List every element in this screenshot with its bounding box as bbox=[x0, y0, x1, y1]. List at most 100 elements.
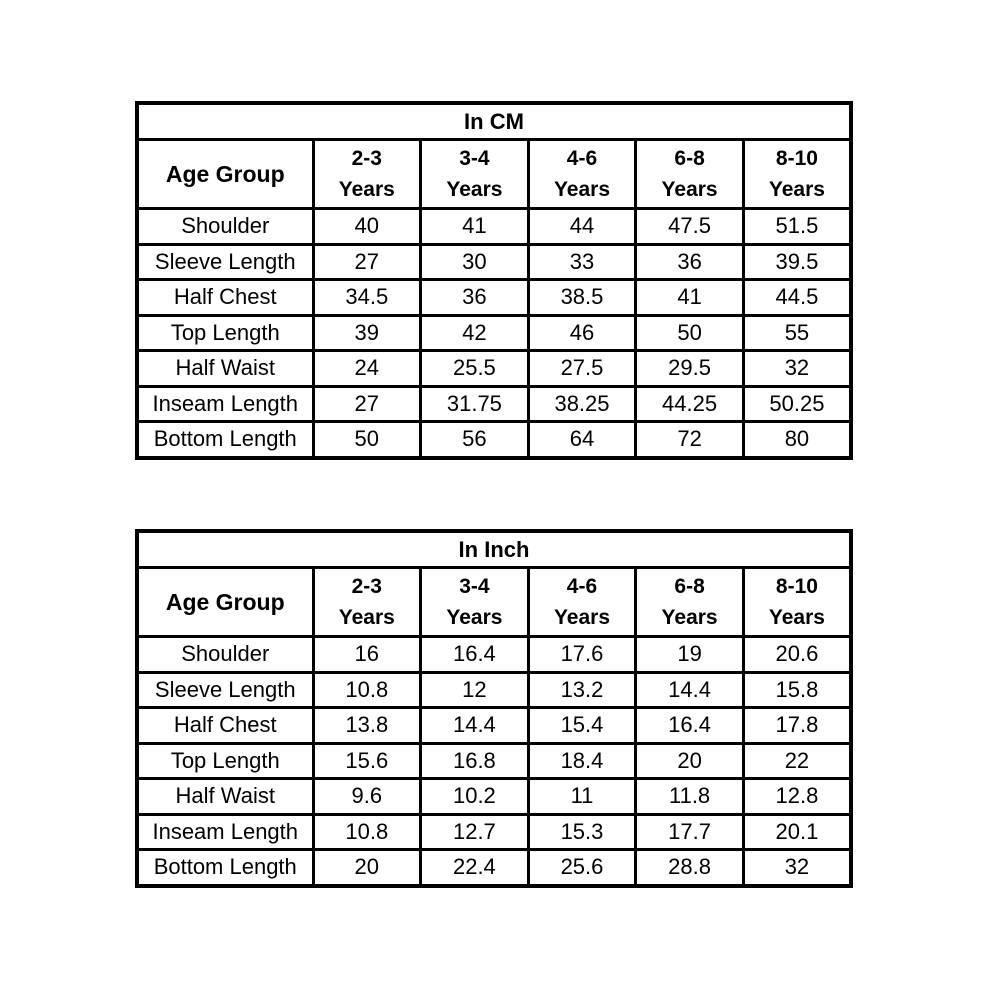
table-row: Half Chest 34.5 36 38.5 41 44.5 bbox=[135, 278, 853, 317]
table-row: Top Length 39 42 46 50 55 bbox=[135, 313, 853, 352]
cell-value: 38.25 bbox=[526, 384, 638, 423]
cell-value: 32 bbox=[741, 848, 853, 887]
cell-value: 20 bbox=[634, 741, 745, 780]
age-range-label: 2-3 bbox=[351, 574, 382, 598]
cell-value: 14.4 bbox=[419, 706, 530, 745]
cell-value: 47.5 bbox=[634, 207, 745, 246]
cell-value: 55 bbox=[741, 313, 853, 352]
table-row: Bottom Length 50 56 64 72 80 bbox=[135, 420, 853, 459]
age-group-header: Age Group bbox=[135, 138, 315, 210]
cell-value: 32 bbox=[741, 349, 853, 388]
age-range-label: 4-6 bbox=[566, 146, 598, 170]
table-row: Shoulder 16 16.4 17.6 19 20.6 bbox=[135, 635, 853, 674]
row-label: Half Chest bbox=[135, 706, 315, 745]
cell-value: 50.25 bbox=[741, 384, 853, 423]
cell-value: 11 bbox=[526, 777, 638, 816]
cell-value: 64 bbox=[526, 420, 638, 459]
cell-value: 22 bbox=[741, 741, 853, 780]
row-label: Bottom Length bbox=[135, 420, 315, 459]
cell-value: 50 bbox=[311, 420, 423, 459]
age-group-header: Age Group bbox=[135, 566, 315, 638]
age-unit-label: Years bbox=[661, 178, 718, 201]
cell-value: 15.4 bbox=[526, 706, 638, 745]
cell-value: 12.7 bbox=[419, 812, 530, 851]
cell-value: 20.1 bbox=[741, 812, 853, 851]
cell-value: 14.4 bbox=[634, 670, 745, 709]
table-row: Inseam Length 10.8 12.7 15.3 17.7 20.1 bbox=[135, 812, 853, 851]
cell-value: 46 bbox=[526, 313, 638, 352]
age-column-header: 2-3 Years bbox=[311, 138, 423, 210]
row-label: Inseam Length bbox=[135, 812, 315, 851]
cell-value: 25.6 bbox=[526, 848, 638, 887]
row-label: Bottom Length bbox=[135, 848, 315, 887]
cell-value: 10.2 bbox=[419, 777, 530, 816]
age-column-header: 4-6 Years bbox=[526, 138, 638, 210]
cell-value: 39.5 bbox=[741, 242, 853, 281]
cell-value: 15.3 bbox=[526, 812, 638, 851]
size-table-cm: In CM Age Group 2-3 Years 3-4 Years 4-6 Years 6-… bbox=[135, 101, 853, 460]
row-label: Sleeve Length bbox=[135, 670, 315, 709]
table-row: Half Waist 9.6 10.2 11 11.8 12.8 bbox=[135, 777, 853, 816]
table-row: Sleeve Length 10.8 12 13.2 14.4 15.8 bbox=[135, 670, 853, 709]
age-range-label: 3-4 bbox=[459, 574, 490, 598]
cell-value: 44 bbox=[526, 207, 638, 246]
table-title-row: In Inch bbox=[135, 529, 853, 569]
table-row: Top Length 15.6 16.8 18.4 20 22 bbox=[135, 741, 853, 780]
age-column-header: 6-8 Years bbox=[634, 138, 745, 210]
row-label: Inseam Length bbox=[135, 384, 315, 423]
age-column-header: 4-6 Years bbox=[526, 566, 638, 638]
cell-value: 51.5 bbox=[741, 207, 853, 246]
cell-value: 38.5 bbox=[526, 278, 638, 317]
table-title-row: In CM bbox=[135, 101, 853, 141]
age-unit-label: Years bbox=[768, 606, 825, 629]
cell-value: 22.4 bbox=[419, 848, 530, 887]
row-label: Half Waist bbox=[135, 777, 315, 816]
age-unit-label: Years bbox=[446, 178, 503, 201]
cell-value: 34.5 bbox=[311, 278, 423, 317]
cell-value: 28.8 bbox=[634, 848, 745, 887]
table-header-row: Age Group 2-3 Years 3-4 Years 4-6 Years 6-8 Year… bbox=[135, 566, 853, 638]
cell-value: 44.5 bbox=[741, 278, 853, 317]
age-unit-label: Years bbox=[553, 178, 611, 201]
age-range-label: 6-8 bbox=[674, 574, 705, 598]
cell-value: 9.6 bbox=[311, 777, 423, 816]
age-column-header: 3-4 Years bbox=[419, 138, 530, 210]
cell-value: 41 bbox=[634, 278, 745, 317]
cell-value: 42 bbox=[419, 313, 530, 352]
cell-value: 20.6 bbox=[741, 635, 853, 674]
age-column-header: 3-4 Years bbox=[419, 566, 530, 638]
cell-value: 17.6 bbox=[526, 635, 638, 674]
cell-value: 29.5 bbox=[634, 349, 745, 388]
cell-value: 27 bbox=[311, 242, 423, 281]
cell-value: 50 bbox=[634, 313, 745, 352]
age-unit-label: Years bbox=[553, 606, 611, 629]
cell-value: 13.2 bbox=[526, 670, 638, 709]
age-range-label: 8-10 bbox=[775, 574, 818, 598]
cell-value: 36 bbox=[419, 278, 530, 317]
age-range-label: 8-10 bbox=[775, 146, 818, 170]
age-range-label: 6-8 bbox=[674, 146, 705, 170]
cell-value: 27.5 bbox=[526, 349, 638, 388]
age-unit-label: Years bbox=[338, 178, 395, 201]
table-row: Half Waist 24 25.5 27.5 29.5 32 bbox=[135, 349, 853, 388]
row-label: Half Waist bbox=[135, 349, 315, 388]
row-label: Top Length bbox=[135, 313, 315, 352]
cell-value: 36 bbox=[634, 242, 745, 281]
size-table-inch: In Inch Age Group 2-3 Years 3-4 Years 4-6 Years… bbox=[135, 529, 853, 888]
cell-value: 33 bbox=[526, 242, 638, 281]
cell-value: 15.6 bbox=[311, 741, 423, 780]
table-title: In CM bbox=[135, 101, 853, 141]
cell-value: 17.7 bbox=[634, 812, 745, 851]
cell-value: 11.8 bbox=[634, 777, 745, 816]
cell-value: 16.8 bbox=[419, 741, 530, 780]
cell-value: 56 bbox=[419, 420, 530, 459]
cell-value: 19 bbox=[634, 635, 745, 674]
cell-value: 40 bbox=[311, 207, 423, 246]
age-unit-label: Years bbox=[446, 606, 503, 629]
table-row: Bottom Length 20 22.4 25.6 28.8 32 bbox=[135, 848, 853, 887]
table-title: In Inch bbox=[135, 529, 853, 569]
age-column-header: 8-10 Years bbox=[741, 566, 853, 638]
cell-value: 27 bbox=[311, 384, 423, 423]
age-range-label: 4-6 bbox=[566, 574, 598, 598]
